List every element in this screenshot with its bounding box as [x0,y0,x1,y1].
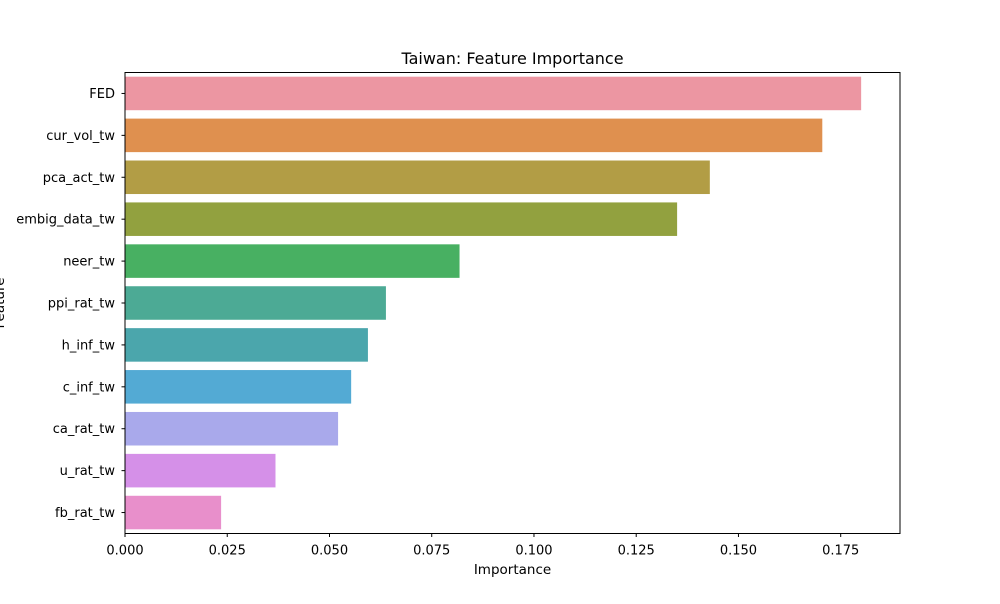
x-tick-label: 0.175 [822,544,859,559]
y-tick-label: ca_rat_tw [53,422,116,437]
y-tick-label: h_inf_tw [62,338,116,353]
bar-c_inf_tw [125,370,352,404]
bar-embig_data_tw [125,202,678,236]
y-tick-label: cur_vol_tw [46,129,115,144]
bar-cur_vol_tw [125,118,823,153]
bar-ca_rat_tw [125,411,339,446]
bar-neer_tw [125,244,460,278]
x-tick-label: 0.125 [618,544,655,559]
bar-pca_act_tw [125,160,710,195]
x-tick-label: 0.025 [209,544,246,559]
y-tick-label: pca_act_tw [43,171,116,186]
y-tick-label: c_inf_tw [63,380,116,395]
y-tick-label: u_rat_tw [60,464,116,479]
x-tick-label: 0.075 [413,544,450,559]
x-tick-label: 0.050 [311,544,348,559]
y-tick-label: embig_data_tw [16,213,115,228]
bar-FED [125,76,862,111]
y-axis-label: Feature [0,277,8,328]
bar-fb_rat_tw [125,495,222,530]
bar-ppi_rat_tw [125,286,386,320]
bar-u_rat_tw [125,453,276,488]
bars-layer [125,76,862,530]
y-tick-label: neer_tw [63,255,115,270]
y-axis: FED cur_vol_tw pca_act_tw embig_data_twneer… [16,87,125,521]
y-tick-label: fb_rat_tw [55,506,115,521]
x-axis-label: Importance [474,562,551,578]
x-tick-label: 0.150 [720,544,757,559]
x-axis: 0.000 0.025 0.050 0.075 0.100 0.125 0.150 0.175 [106,533,859,559]
x-tick-label: 0.000 [106,544,143,559]
chart-title: Taiwan: Feature Importance [400,49,623,68]
y-tick-label: FED [89,87,115,102]
x-tick-label: 0.100 [515,544,552,559]
bar-h_inf_tw [125,328,368,362]
y-tick-label: ppi_rat_tw [48,297,116,312]
